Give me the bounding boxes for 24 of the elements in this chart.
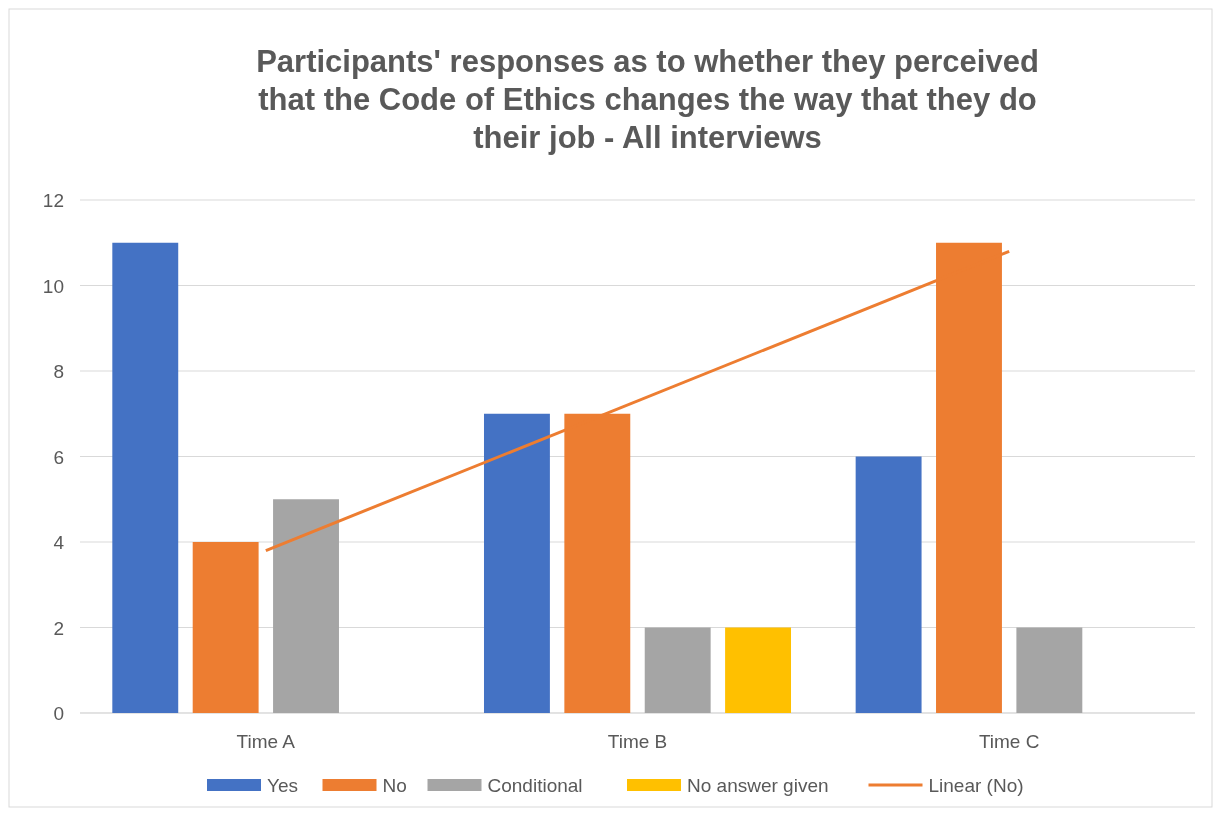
bar <box>112 242 179 713</box>
x-tick-label: Time C <box>978 731 1040 752</box>
y-tick-label: 8 <box>53 361 64 382</box>
chart-title: Participants' responses as to whether they perceived that the Code of Ethics changes the way that they do their job - All interviews <box>256 44 1039 155</box>
y-tick-label: 2 <box>53 617 64 639</box>
legend-label: No <box>382 775 407 796</box>
legend-label: Yes <box>267 775 298 796</box>
bar <box>644 627 711 713</box>
y-tick-label: 6 <box>53 446 64 468</box>
x-tick-label: Time A <box>236 731 296 752</box>
legend-label: Conditional <box>487 775 583 796</box>
bar <box>725 627 792 713</box>
y-tick-label: 0 <box>53 703 64 724</box>
bar <box>192 542 259 713</box>
legend-label: No answer given <box>687 775 829 796</box>
x-tick-label: Time B <box>607 731 668 752</box>
y-tick-label: 10 <box>42 275 64 297</box>
y-tick-label: 12 <box>42 190 64 211</box>
y-tick-label: 4 <box>53 532 65 553</box>
bar <box>1016 627 1083 713</box>
bar <box>855 456 922 713</box>
bar <box>273 499 339 713</box>
legend-label: Linear (No) <box>928 775 1024 796</box>
bar <box>483 413 550 713</box>
